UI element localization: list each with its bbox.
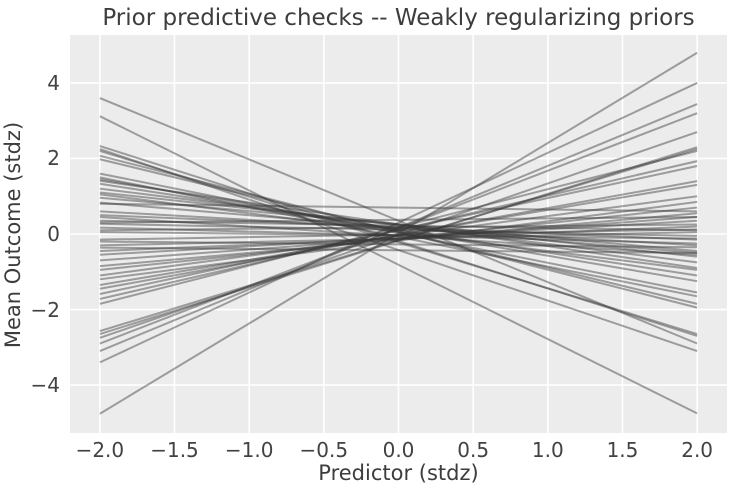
prior-draw-line [99, 191, 698, 258]
prior-draw-line [99, 231, 698, 247]
prior-draw-line [99, 206, 698, 271]
prior-draw-line [99, 97, 698, 345]
prior-draw-line [99, 145, 698, 337]
prior-draw-line [99, 226, 698, 245]
x-tick-label: −2.0 [75, 438, 125, 462]
prior-draw-line [99, 183, 698, 286]
chart-title: Prior predictive checks -- Weakly regula… [102, 5, 695, 31]
y-tick-label: −2 [30, 297, 60, 322]
prior-draw-line [99, 160, 698, 300]
prior-draw-line [99, 196, 698, 252]
prior-draw-line [99, 231, 698, 240]
prior-draw-line [99, 115, 698, 415]
prior-draw-line [99, 182, 698, 277]
prior-draw-line [99, 246, 698, 254]
y-tick-label: −4 [30, 373, 60, 398]
x-tick-label: −1.0 [224, 438, 274, 462]
x-tick-label: −1.5 [150, 438, 199, 462]
y-axis-label: Mean Outcome (stdz) [1, 121, 25, 349]
x-tick-label: 1.0 [531, 438, 564, 462]
x-tick-label: 1.5 [606, 438, 639, 462]
prior-predictive-lines-chart [70, 35, 727, 433]
prior-draw-line [99, 148, 698, 353]
prior-draw-line [99, 103, 698, 352]
prior-draw-line [99, 212, 698, 268]
prior-draw-line [99, 131, 698, 339]
prior-draw-line [99, 200, 698, 281]
prior-draw-line [99, 165, 698, 296]
prior-draw-line [99, 146, 698, 336]
x-tick-label: 2.0 [681, 438, 714, 462]
prior-draw-line [99, 201, 698, 254]
prior-draw-line [99, 180, 698, 290]
prior-draw-line [99, 240, 698, 249]
prior-draw-line [99, 148, 698, 333]
prior-draw-line [99, 210, 698, 247]
prior-draw-line [99, 82, 698, 364]
prior-draw-line [99, 225, 698, 252]
prior-draw-line [99, 158, 698, 305]
prior-draw-line [99, 176, 698, 298]
prior-draw-line [99, 178, 698, 283]
prior-draw-line [99, 219, 698, 232]
prior-draw-line [99, 187, 698, 264]
prior-draw-line [99, 112, 698, 345]
prior-draw-line [99, 154, 698, 309]
prior-draw-line [99, 172, 698, 294]
prior-draw-line [99, 149, 698, 305]
prior-draw-line [99, 214, 698, 241]
y-tick-label: 4 [47, 70, 60, 95]
prior-draw-line [99, 219, 698, 256]
prior-draw-line [99, 193, 698, 271]
prior-draw-line [99, 228, 698, 241]
prior-draw-line [99, 202, 698, 213]
prior-draw-line [99, 216, 698, 256]
x-tick-label: 0.0 [382, 438, 415, 462]
prior-draw-line [99, 216, 698, 224]
prior-draw-line [99, 179, 698, 269]
x-tick-label: 0.5 [457, 438, 490, 462]
y-tick-label: 0 [47, 222, 60, 246]
prior-draw-line [99, 51, 698, 415]
prior-draw-line [99, 195, 698, 277]
prior-draw-line [99, 216, 698, 262]
plot-area [70, 35, 727, 433]
prior-draw-line [99, 223, 698, 232]
x-axis-label: Predictor (stdz) [318, 461, 479, 485]
y-tick-label: 2 [47, 146, 60, 171]
prior-draw-line [99, 149, 698, 336]
x-tick-label: −0.5 [299, 438, 349, 462]
prior-draw-line [99, 222, 698, 237]
